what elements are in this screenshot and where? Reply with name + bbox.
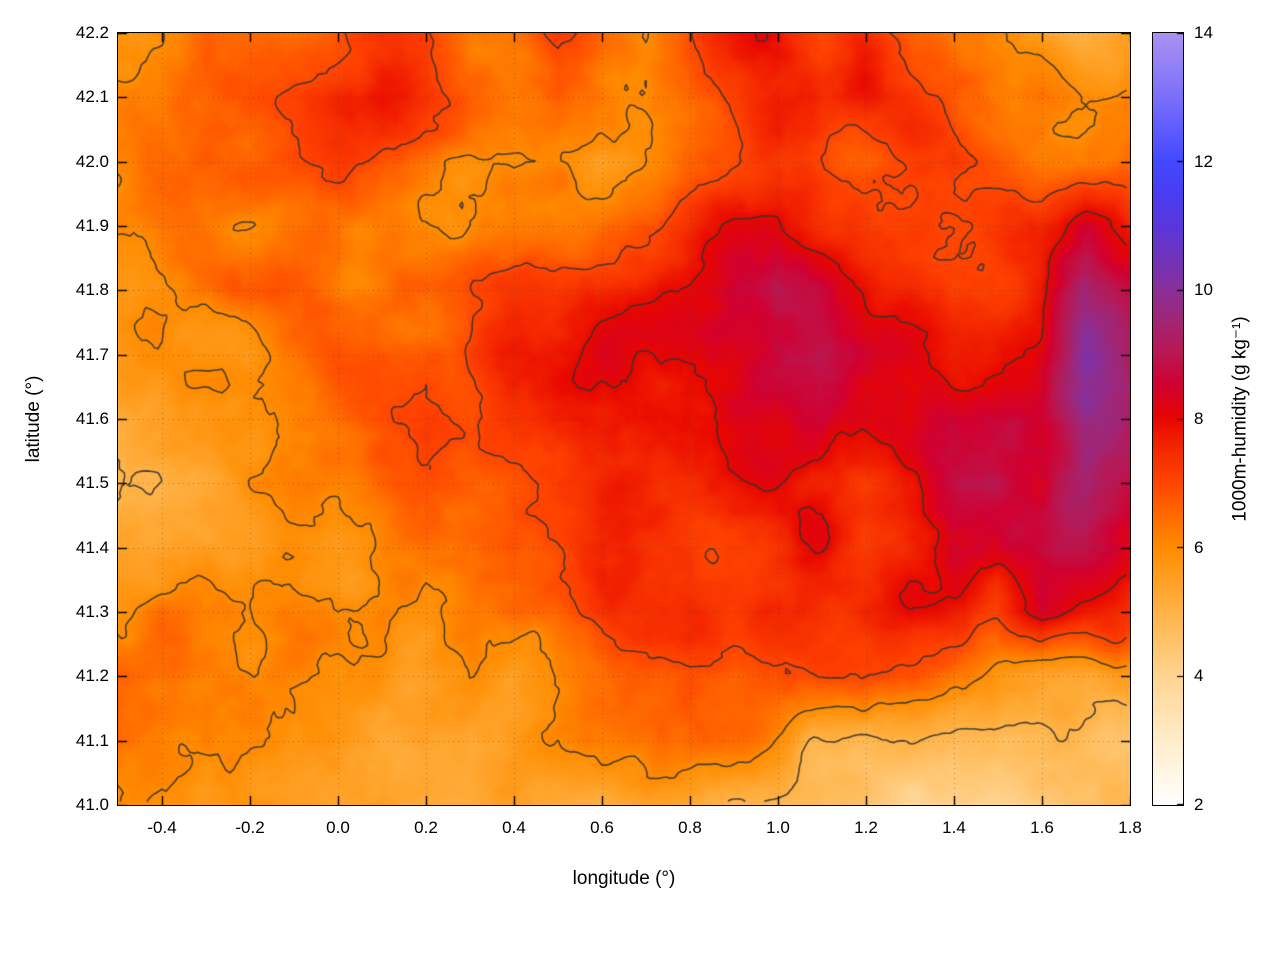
x-tick-label: 1.4 xyxy=(942,818,966,837)
colorbar-tick-label: 14 xyxy=(1194,23,1213,42)
colorbar-tick-label: 8 xyxy=(1194,409,1204,428)
y-tick-label: 41.7 xyxy=(75,344,109,364)
colorbar-tick-label: 4 xyxy=(1194,666,1204,686)
heatmap-canvas xyxy=(118,33,1130,805)
colorbar-label: 1000m-humidity (g kg⁻¹) xyxy=(1229,316,1251,522)
x-tick-label: 1.6 xyxy=(1030,818,1054,837)
y-tick-label: 41.8 xyxy=(75,280,109,300)
x-tick-label: 0.4 xyxy=(502,818,526,837)
x-axis-label: longitude (°) xyxy=(572,868,676,889)
colorbar-border xyxy=(1152,32,1184,806)
x-tick-label: 0.8 xyxy=(678,818,702,837)
x-tick-label: 0.6 xyxy=(590,818,614,837)
colorbar-tick-label: 6 xyxy=(1194,537,1204,557)
x-tick-label: 1.0 xyxy=(766,818,790,837)
y-tick-label: 41.9 xyxy=(75,216,109,235)
y-tick-label: 41.1 xyxy=(75,730,109,750)
x-tick-label: -0.2 xyxy=(235,818,265,837)
x-tick-label: 0.2 xyxy=(414,818,438,837)
colorbar-tick-label: 10 xyxy=(1194,280,1213,300)
y-tick-label: 41.0 xyxy=(75,795,109,814)
x-tick-label: 1.2 xyxy=(854,818,878,837)
colorbar-tick-label: 12 xyxy=(1194,151,1213,171)
y-tick-label: 42.1 xyxy=(75,87,109,107)
y-tick-label: 41.4 xyxy=(75,537,109,557)
x-tick-label: 1.8 xyxy=(1118,818,1142,837)
y-tick-label: 42.0 xyxy=(75,151,109,171)
x-tick-label: 0.0 xyxy=(326,818,350,837)
y-tick-label: 41.2 xyxy=(75,666,109,686)
y-axis-label: latitude (°) xyxy=(23,375,44,463)
x-tick-label: -0.4 xyxy=(147,818,177,837)
y-tick-label: 41.3 xyxy=(75,602,109,621)
y-tick-label: 41.5 xyxy=(75,473,109,493)
y-tick-label: 41.6 xyxy=(75,409,109,428)
y-tick-label: 42.2 xyxy=(75,23,109,42)
colorbar-canvas xyxy=(1153,33,1183,805)
plot-border xyxy=(117,32,1131,806)
colorbar-tick-label: 2 xyxy=(1194,795,1204,814)
